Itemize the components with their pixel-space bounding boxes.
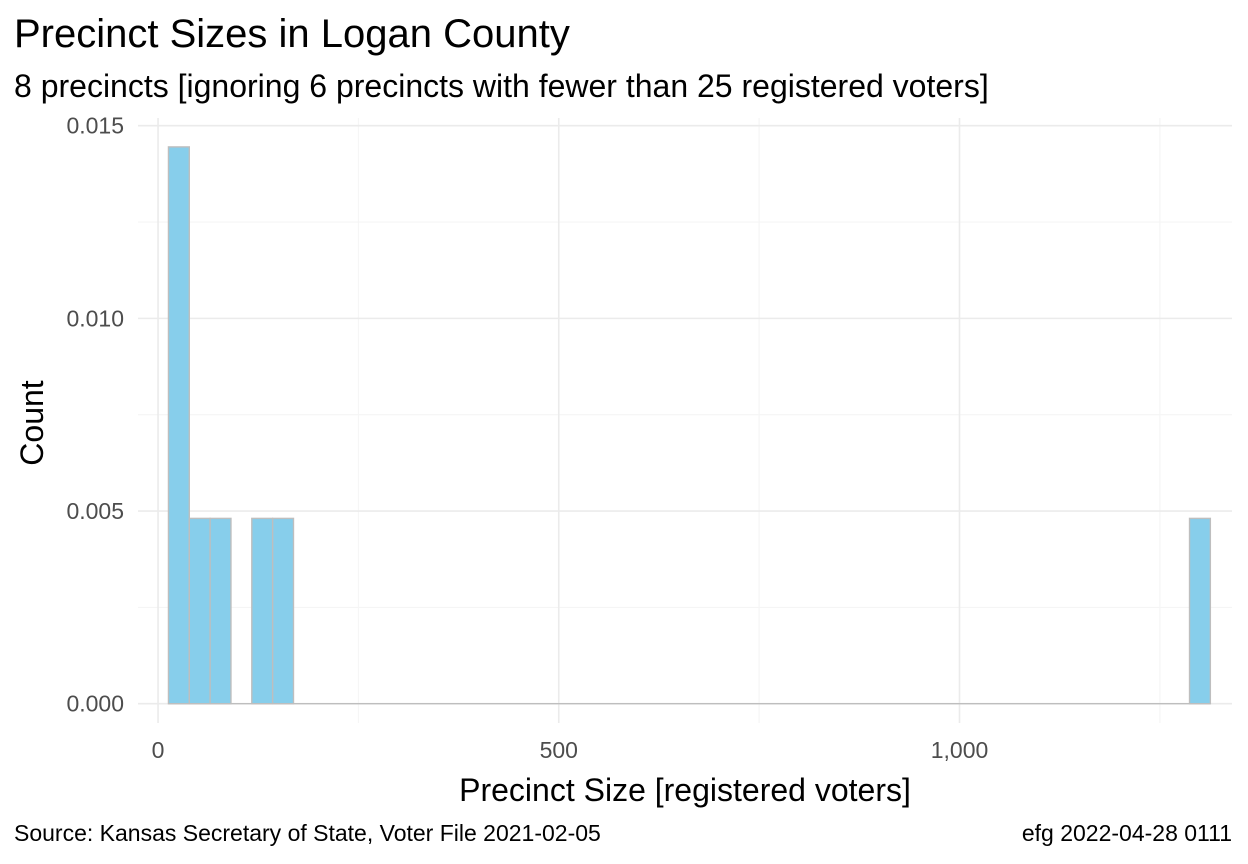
y-tick-label: 0.000	[66, 691, 124, 717]
chart-title: Precinct Sizes in Logan County	[14, 12, 570, 56]
histogram-bar	[209, 517, 232, 705]
x-tick-label: 0	[152, 737, 165, 763]
histogram-bars	[167, 146, 1212, 705]
y-axis-title: Count	[14, 380, 50, 466]
y-tick-label: 0.010	[66, 305, 124, 331]
histogram-bar	[1188, 517, 1212, 705]
histogram-bar	[167, 146, 190, 705]
x-axis-tick-labels: 0 500 1,000	[152, 737, 989, 763]
histogram-bar	[188, 517, 211, 705]
chart-subtitle: 8 precincts [ignoring 6 precincts with f…	[14, 68, 989, 104]
major-gridlines	[138, 118, 1232, 723]
minor-gridlines	[138, 118, 1232, 723]
source-caption: Source: Kansas Secretary of State, Voter…	[14, 820, 601, 846]
author-caption: efg 2022-04-28 0111	[1021, 820, 1232, 846]
x-axis-title: Precinct Size [registered voters]	[459, 772, 911, 808]
histogram-bar	[271, 517, 295, 705]
histogram-bar	[251, 517, 274, 705]
x-tick-label: 1,000	[931, 737, 989, 763]
y-tick-label: 0.015	[66, 113, 124, 139]
y-axis-tick-labels: 0.000 0.005 0.010 0.015	[66, 113, 124, 717]
x-tick-label: 500	[540, 737, 578, 763]
y-tick-label: 0.005	[66, 498, 124, 524]
